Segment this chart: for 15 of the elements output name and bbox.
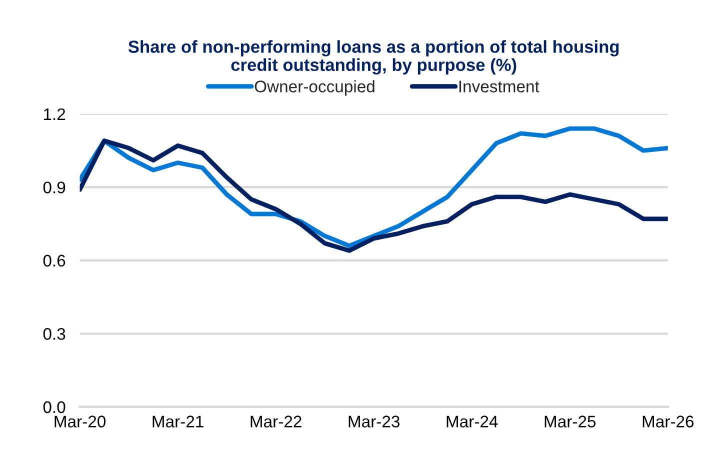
x-tick-label: Mar-25 bbox=[544, 416, 596, 428]
x-tick-label: Mar-24 bbox=[446, 416, 498, 428]
x-tick-label: Mar-23 bbox=[348, 416, 400, 428]
y-tick-label: 0.9 bbox=[43, 182, 66, 194]
legend-label: Owner-occupied bbox=[254, 80, 374, 96]
y-tick-label: 0.0 bbox=[43, 401, 66, 414]
x-tick-label: Mar-21 bbox=[152, 416, 204, 428]
y-tick-label: 0.3 bbox=[43, 328, 66, 340]
legend-label: Investment bbox=[459, 80, 540, 92]
x-tick-label: Mar-22 bbox=[250, 416, 302, 428]
chart-title: Share of non-performing loans as a portion of total housing credit outstanding, by purpose (%) bbox=[128, 40, 619, 75]
y-tick-label: 1.2 bbox=[44, 108, 66, 120]
x-tick-label: Mar-26 bbox=[642, 416, 694, 428]
x-tick-label: Mar-20 bbox=[54, 416, 106, 428]
y-tick-label: 0.6 bbox=[43, 254, 66, 267]
